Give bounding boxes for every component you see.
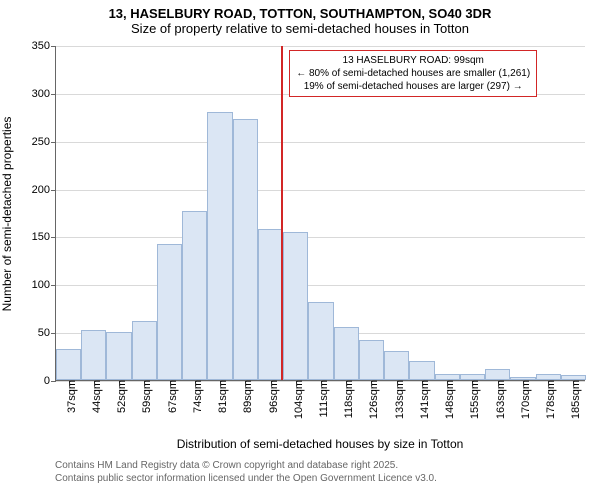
- histogram-bar: [207, 112, 232, 380]
- xtick-label: 133sqm: [388, 380, 406, 419]
- y-axis-label: Number of semi-detached properties: [0, 116, 14, 311]
- ytick-label: 0: [44, 375, 56, 387]
- xtick-label: 67sqm: [161, 380, 179, 413]
- xtick-label: 178sqm: [539, 380, 557, 419]
- xtick-label: 170sqm: [514, 380, 532, 419]
- ytick-label: 200: [32, 184, 56, 196]
- annotation-line: 13 HASELBURY ROAD: 99sqm: [296, 54, 530, 67]
- xtick-label: 163sqm: [489, 380, 507, 419]
- xtick-label: 126sqm: [362, 380, 380, 419]
- xtick-label: 118sqm: [337, 380, 355, 418]
- xtick-label: 74sqm: [186, 380, 204, 413]
- ytick-label: 350: [32, 40, 56, 52]
- annotation-line: 19% of semi-detached houses are larger (…: [296, 80, 530, 93]
- gridline: [56, 142, 585, 143]
- reference-line: [281, 46, 283, 380]
- histogram-bar: [81, 330, 106, 380]
- x-axis-label: Distribution of semi-detached houses by …: [55, 437, 585, 451]
- ytick-label: 100: [32, 279, 56, 291]
- xtick-label: 155sqm: [463, 380, 481, 419]
- histogram-bar: [106, 332, 131, 380]
- histogram-bar: [56, 349, 81, 380]
- ytick-label: 50: [38, 327, 56, 339]
- histogram-bar: [132, 321, 157, 380]
- chart-title: 13, HASELBURY ROAD, TOTTON, SOUTHAMPTON,…: [0, 6, 600, 36]
- histogram-bar: [384, 351, 409, 380]
- annotation-line: ← 80% of semi-detached houses are smalle…: [296, 67, 530, 80]
- xtick-label: 44sqm: [85, 380, 103, 413]
- histogram-bar: [409, 361, 434, 380]
- xtick-label: 141sqm: [413, 380, 431, 419]
- histogram-bar: [334, 327, 359, 380]
- histogram-bar: [182, 211, 207, 380]
- gridline: [56, 46, 585, 47]
- annotation-box: 13 HASELBURY ROAD: 99sqm← 80% of semi-de…: [289, 50, 537, 97]
- histogram-bar: [233, 119, 258, 380]
- xtick-label: 111sqm: [312, 380, 330, 418]
- plot-area: 05010015020025030035037sqm44sqm52sqm59sq…: [55, 46, 585, 381]
- title-line-1: 13, HASELBURY ROAD, TOTTON, SOUTHAMPTON,…: [0, 6, 600, 21]
- title-line-2: Size of property relative to semi-detach…: [0, 21, 600, 36]
- attribution-line-1: Contains HM Land Registry data © Crown c…: [55, 459, 437, 472]
- xtick-label: 37sqm: [60, 380, 78, 413]
- ytick-label: 300: [32, 88, 56, 100]
- histogram-bar: [258, 229, 283, 380]
- attribution-text: Contains HM Land Registry data © Crown c…: [55, 459, 437, 485]
- xtick-label: 185sqm: [564, 380, 582, 419]
- xtick-label: 89sqm: [236, 380, 254, 413]
- gridline: [56, 285, 585, 286]
- ytick-label: 250: [32, 136, 56, 148]
- gridline: [56, 237, 585, 238]
- xtick-label: 96sqm: [262, 380, 280, 413]
- histogram-bar: [359, 340, 384, 380]
- histogram-bar: [308, 302, 333, 380]
- histogram-bar: [157, 244, 182, 380]
- xtick-label: 81sqm: [211, 380, 229, 413]
- xtick-label: 104sqm: [287, 380, 305, 419]
- gridline: [56, 190, 585, 191]
- chart-container: 13, HASELBURY ROAD, TOTTON, SOUTHAMPTON,…: [0, 0, 600, 500]
- histogram-bar: [485, 369, 510, 380]
- xtick-label: 59sqm: [135, 380, 153, 413]
- xtick-label: 148sqm: [438, 380, 456, 419]
- ytick-label: 150: [32, 231, 56, 243]
- histogram-bar: [283, 232, 308, 380]
- xtick-label: 52sqm: [110, 380, 128, 413]
- attribution-line-2: Contains public sector information licen…: [55, 472, 437, 485]
